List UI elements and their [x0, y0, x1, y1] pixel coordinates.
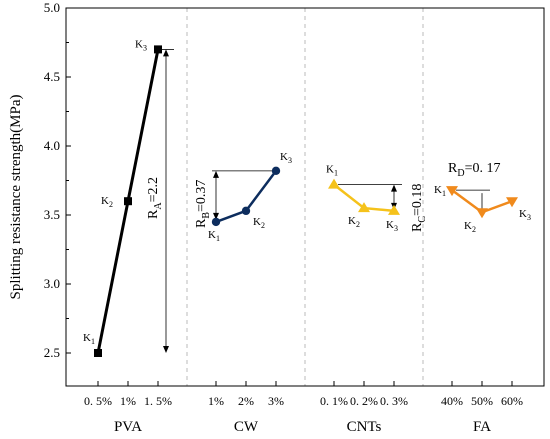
group-label-PVA: PVA: [114, 419, 142, 435]
group-label-CW: CW: [234, 419, 259, 435]
y-axis-label: Splitting resistance strength(MPa): [8, 95, 24, 300]
point-CNTs-2: [388, 204, 400, 215]
point-FA-1: [476, 208, 488, 219]
k-label-CW-2: K3: [280, 151, 292, 165]
x-tick-label-FA-1: 50%: [471, 394, 493, 408]
point-labels: K1 K2 K3 K1 K2 K3 K1 K2 K3 K1 K2 K3: [83, 38, 531, 346]
x-axis: 0. 5% 1% 1. 5%PVA 1% 2% 3% CW 0. 1% 0. 2% 0. 3% CN…: [84, 381, 523, 435]
k-label-PVA-2: K3: [135, 38, 147, 52]
point-CW-0: [211, 217, 221, 227]
x-tick-label-CW-0: 1%: [208, 394, 224, 408]
x-tick-label-PVA-2: 1. 5%: [144, 394, 172, 408]
k-label-CNTs-0: K1: [326, 164, 338, 178]
plot-frame: [65, 7, 545, 387]
x-tick-label-PVA-0: 0. 5%: [84, 394, 112, 408]
point-PVA-2: [154, 45, 162, 54]
point-FA-2: [506, 197, 518, 208]
k-label-CNTs-1: K2: [348, 215, 360, 229]
x-tick-label-CW-1: 2%: [238, 394, 254, 408]
range-arrowhead-bottom-CW: [213, 212, 219, 220]
k-label-CW-0: K1: [208, 229, 220, 243]
y-tick-label-3: 4.0: [44, 138, 60, 153]
range-annotations: RA=2.2 RB=0.37 RC=0.18 RD=0. 17: [146, 49, 500, 353]
range-label-FA: RD=0. 17: [448, 161, 500, 179]
range-label-CNTs: RC=0.18: [410, 184, 428, 232]
point-CW-1: [241, 206, 251, 216]
x-tick-label-CNTs-0: 0. 1%: [320, 394, 348, 408]
range-arrowhead-bottom-PVA: [163, 346, 169, 353]
x-tick-label-FA-0: 40%: [441, 394, 463, 408]
k-label-CW-1: K2: [253, 216, 265, 230]
point-PVA-1: [124, 197, 132, 206]
grid-lines: [186, 8, 424, 386]
group-label-FA: FA: [473, 419, 491, 435]
k-label-PVA-1: K2: [101, 195, 113, 209]
point-CW-2: [271, 166, 281, 176]
point-CNTs-0: [328, 178, 340, 189]
x-tick-label-CNTs-2: 0. 3%: [380, 394, 408, 408]
series-layer: [94, 45, 518, 357]
k-label-FA-2: K3: [519, 208, 531, 222]
x-tick-label-PVA-1: 1%: [120, 394, 136, 408]
y-tick-label-2: 3.5: [44, 207, 60, 222]
k-label-PVA-0: K1: [83, 332, 95, 346]
x-tick-label-CNTs-1: 0. 2%: [350, 394, 378, 408]
range-arrowhead-top-CNTs: [391, 184, 397, 192]
y-axis: 2.5 3.0 3.5 4.0 4.5 5.0: [44, 0, 71, 360]
range-arrowhead-top-PVA: [163, 49, 169, 57]
k-label-FA-0: K1: [434, 184, 446, 198]
x-tick-label-CW-2: 3%: [268, 394, 284, 408]
range-label-CW: RB=0.37: [194, 180, 212, 228]
k-label-CNTs-2: K3: [386, 219, 398, 233]
point-FA-0: [446, 186, 458, 197]
x-tick-label-FA-2: 60%: [501, 394, 523, 408]
point-CNTs-1: [358, 202, 370, 213]
y-tick-label-4: 4.5: [44, 69, 60, 84]
k-label-FA-1: K2: [464, 220, 476, 234]
group-label-CNTs: CNTs: [347, 419, 382, 435]
y-tick-label-5: 5.0: [44, 0, 60, 15]
range-label-PVA: RA=2.2: [146, 177, 164, 219]
point-PVA-0: [94, 349, 102, 357]
y-tick-label-1: 3.0: [44, 276, 60, 291]
y-tick-label-0: 2.5: [44, 345, 60, 360]
range-arrowhead-top-CW: [213, 170, 219, 178]
